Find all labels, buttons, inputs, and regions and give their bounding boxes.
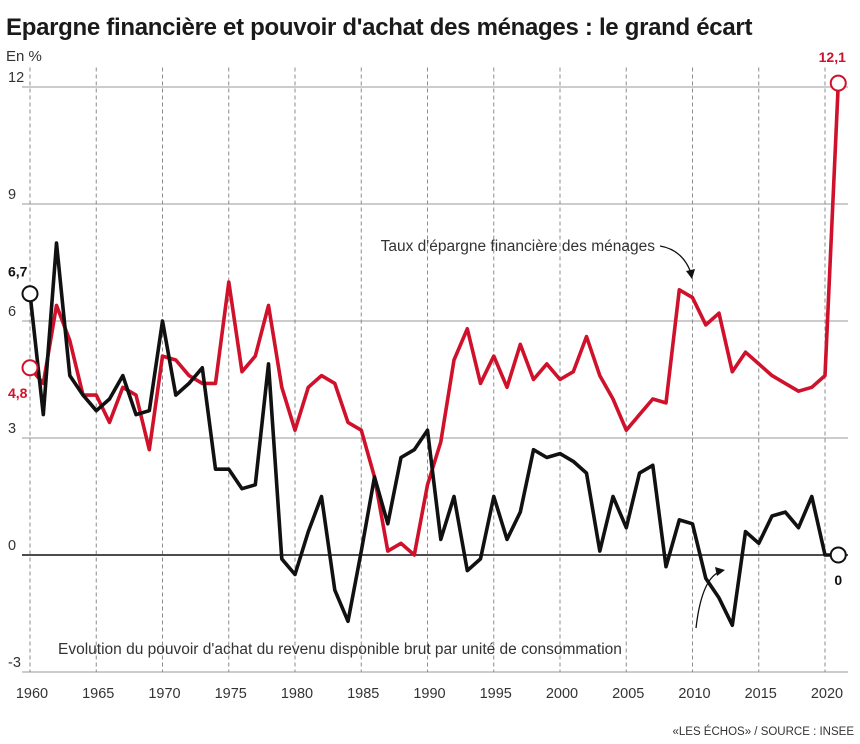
epargne-start-value: 4,8: [8, 385, 28, 401]
unit-label: En %: [6, 48, 42, 65]
pouvoir-pointer-arrowhead: [715, 567, 725, 576]
x-tick-label: 1975: [215, 686, 247, 702]
epargne-end-marker: [829, 74, 847, 92]
pouvoir-series-label: Evolution du pouvoir d'achat du revenu d…: [58, 641, 622, 658]
pouvoir-start-value: 6,7: [8, 264, 28, 280]
x-tick-label: 1965: [82, 686, 114, 702]
y-tick-label: 3: [8, 421, 16, 437]
x-tick-label: 2020: [811, 686, 843, 702]
x-tick-label: 2000: [546, 686, 578, 702]
epargne-end-value: 12,1: [819, 49, 846, 65]
y-tick-label: -3: [8, 655, 21, 671]
epargne-pointer-arrowhead: [686, 269, 695, 279]
y-tick-label: 9: [8, 187, 16, 203]
epargne-series-line: [28, 81, 841, 557]
x-tick-label: 1995: [480, 686, 512, 702]
pouvoir-start-marker: [21, 285, 39, 303]
y-tick-label: 6: [8, 304, 16, 320]
epargne-start-marker: [21, 359, 39, 377]
epargne-series-label: Taux d'épargne financière des ménages: [381, 238, 656, 255]
pouvoir-end-marker: [829, 546, 847, 564]
x-tick-label: 1985: [347, 686, 379, 702]
x-tick-label: 2005: [612, 686, 644, 702]
pouvoir-end-value: 0: [834, 572, 842, 588]
y-tick-label: 12: [8, 70, 24, 86]
x-tick-label: 1960: [16, 686, 48, 702]
pouvoir-series-line: [28, 241, 841, 627]
x-tick-label: 2015: [745, 686, 777, 702]
y-tick-label: 0: [8, 538, 16, 554]
x-tick-label: 1990: [413, 686, 445, 702]
x-tick-label: 1970: [148, 686, 180, 702]
source-note: «LES ÉCHOS» / SOURCE : INSEE: [672, 726, 854, 738]
x-tick-label: 1980: [281, 686, 313, 702]
chart-title: Epargne financière et pouvoir d'achat de…: [6, 14, 753, 41]
x-tick-label: 2010: [678, 686, 710, 702]
